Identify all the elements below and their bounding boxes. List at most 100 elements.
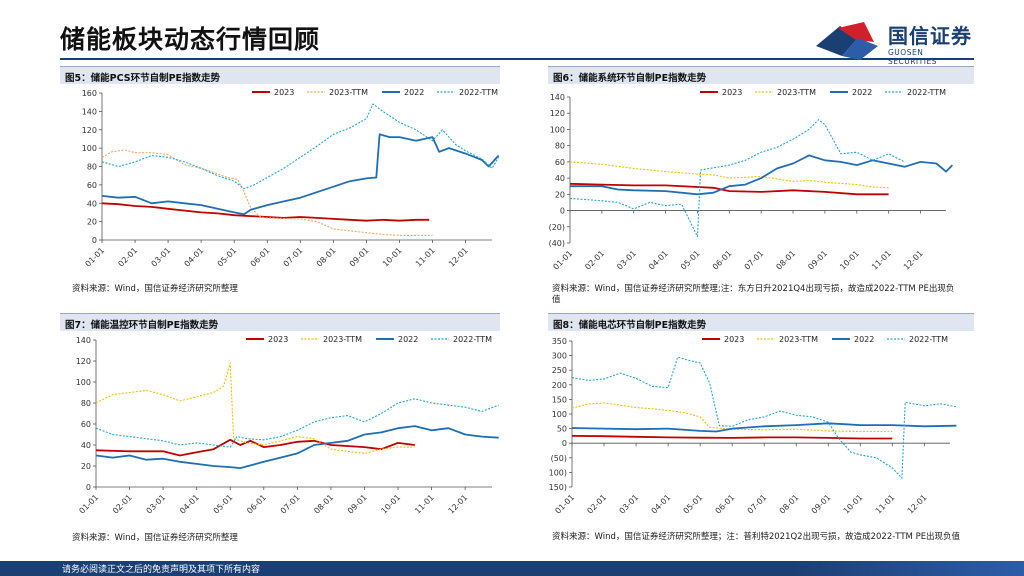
chart-panel-fig6: 图6：储能系统环节自制PE指数走势 (40) (20) 0 20 40 60 80 100 12… <box>548 66 974 271</box>
footer-disclaimer: 请务必阅读正文之后的免责声明及其项下所有内容 <box>62 565 261 575</box>
y-tick-label: 140 <box>550 93 565 102</box>
footer-accent <box>794 561 1024 576</box>
x-tick-label: 05-01 <box>216 246 239 269</box>
x-tick-label: 11-01 <box>874 493 897 516</box>
legend-label: 2023-TTM <box>779 335 818 344</box>
legend-label: 2023-TTM <box>329 88 368 97</box>
x-tick-label: 09-01 <box>806 249 829 270</box>
x-tick-label: 07-01 <box>743 249 766 270</box>
y-tick-label: 0 <box>92 236 97 245</box>
x-tick-label: 08-01 <box>315 246 338 269</box>
legend-label: 2022-TTM <box>909 335 948 344</box>
x-tick-label: 09-01 <box>810 493 833 516</box>
x-tick-label: 11-01 <box>413 493 436 516</box>
x-tick-label: 03-01 <box>618 493 641 516</box>
logo-text-cn: 国信证券 <box>888 24 972 48</box>
x-tick-label: 10-01 <box>379 493 402 516</box>
y-tick-label: 140 <box>82 107 97 116</box>
x-tick-label: 02-01 <box>111 493 134 516</box>
legend-label: 2023 <box>722 88 742 97</box>
x-tick-label: 10-01 <box>381 246 404 269</box>
logo-text-en: GUOSEN SECURITIES <box>888 48 937 66</box>
legend-label: 2022-TTM <box>453 335 492 344</box>
x-tick-label: 12-01 <box>447 493 470 516</box>
y-tick-label: (20) <box>549 223 565 232</box>
legend-label: 2022 <box>854 335 874 344</box>
series-line-2023-ttm <box>101 149 433 236</box>
series-line-2023-ttm <box>571 402 893 433</box>
series-line-2022-ttm <box>95 398 499 448</box>
y-tick-label: 50 <box>557 425 567 434</box>
x-tick-label: 09-01 <box>348 246 371 269</box>
y-tick-label: 120 <box>82 126 97 135</box>
x-tick-label: 01-01 <box>553 493 576 516</box>
chart-source: 资料来源：Wind，国信证券经济研究所整理；注：普利特2021Q2出现亏损，故造… <box>552 532 961 542</box>
legend-label: 2022 <box>398 335 418 344</box>
chart-title: 图7：储能温控环节自制PE指数走势 <box>60 313 500 331</box>
y-tick-label: 200 <box>552 381 567 390</box>
y-tick-label: 140 <box>76 336 91 345</box>
x-tick-label: 02-01 <box>585 493 608 516</box>
y-tick-label: 20 <box>81 462 91 471</box>
x-tick-label: 10-01 <box>838 249 861 270</box>
x-tick-label: 08-01 <box>778 493 801 516</box>
y-tick-label: 20 <box>87 218 97 227</box>
series-line-2022-ttm <box>569 119 905 238</box>
chart-panel-fig7: 图7：储能温控环节自制PE指数走势 0 20 40 60 80 100 120 140 01-0… <box>60 313 500 518</box>
footer-bar: 请务必阅读正文之后的免责声明及其项下所有内容 <box>0 561 1024 576</box>
x-tick-label: 11-01 <box>414 246 437 269</box>
y-tick-label: 40 <box>87 199 97 208</box>
y-tick-label: 60 <box>87 181 97 190</box>
x-tick-label: 03-01 <box>615 249 638 270</box>
legend-label: 2023 <box>268 335 288 344</box>
y-tick-label: 40 <box>81 441 91 450</box>
y-tick-label: 150 <box>552 395 567 404</box>
chart-title: 图5：储能PCS环节自制PE指数走势 <box>60 66 500 84</box>
series-line-2022-ttm <box>101 103 500 190</box>
x-tick-label: 07-01 <box>279 493 302 516</box>
series-line-2023 <box>571 435 893 440</box>
legend-label: 2022-TTM <box>907 88 946 97</box>
y-tick-label: 300 <box>552 352 567 361</box>
x-tick-label: 11-01 <box>870 249 893 270</box>
chart-fig5: 0 20 40 60 80 100 120 140 160 01-01 02-01 03-01 04-0… <box>82 88 500 269</box>
x-tick-label: 03-01 <box>150 246 173 269</box>
y-tick-label: 100 <box>552 410 567 419</box>
series-line-2023-ttm <box>95 362 415 454</box>
y-tick-label: 350 <box>552 337 567 346</box>
x-tick-label: 06-01 <box>245 493 268 516</box>
legend-label: 2023-TTM <box>777 88 816 97</box>
y-tick-label: (150) <box>548 483 567 492</box>
series-line-2022-ttm <box>571 356 957 479</box>
y-tick-label: 120 <box>550 109 565 118</box>
chart-source: 资料来源：Wind，国信证券经济研究所整理 <box>72 533 238 543</box>
legend-label: 2022 <box>852 88 872 97</box>
y-tick-label: 20 <box>555 190 565 199</box>
x-tick-label: 09-01 <box>346 493 369 516</box>
x-tick-label: 06-01 <box>714 493 737 516</box>
y-tick-label: 60 <box>555 158 565 167</box>
x-tick-label: 12-01 <box>906 493 929 516</box>
chart-title: 图8：储能电芯环节自制PE指数走势 <box>548 313 974 331</box>
y-tick-label: (100) <box>548 468 567 477</box>
x-tick-label: 12-01 <box>902 249 925 270</box>
x-tick-label: 08-01 <box>312 493 335 516</box>
legend-label: 2023 <box>274 88 294 97</box>
y-tick-label: 100 <box>76 378 91 387</box>
series-line-2022 <box>571 422 957 433</box>
y-tick-label: 80 <box>87 163 97 172</box>
series-line-2023-ttm <box>569 161 889 189</box>
legend-label: 2022-TTM <box>459 88 498 97</box>
y-tick-label: 60 <box>81 420 91 429</box>
chart-title: 图6：储能系统环节自制PE指数走势 <box>548 66 974 84</box>
title-divider <box>60 58 974 60</box>
series-line-2022 <box>570 154 954 196</box>
series-line-2023 <box>101 202 430 222</box>
chart-fig7: 0 20 40 60 80 100 120 140 01-01 02-01 03-01 04-01 05… <box>76 335 499 516</box>
series-line-2022 <box>95 425 499 469</box>
y-tick-label: 100 <box>82 144 97 153</box>
y-tick-label: 80 <box>81 399 91 408</box>
x-tick-label: 05-01 <box>682 493 705 516</box>
x-tick-label: 06-01 <box>249 246 272 269</box>
y-tick-label: 120 <box>76 357 91 366</box>
